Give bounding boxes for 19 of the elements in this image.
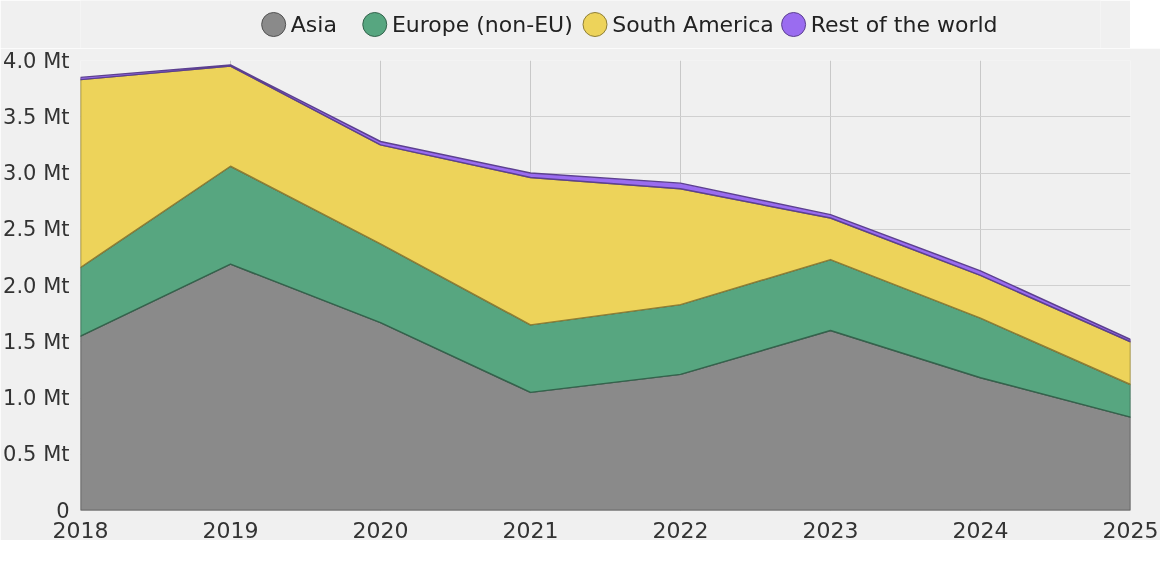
x-tick-label: 2019 [202, 517, 259, 543]
y-tick-label: 2.5 Mt [3, 217, 70, 242]
legend-label: Rest of the world [810, 12, 998, 37]
y-tick-label: 4.0 Mt [3, 48, 70, 73]
y-tick-label: 3.0 Mt [3, 161, 70, 185]
y-tick-label: 1.0 Mt [3, 386, 70, 410]
x-tick-label: 2025 [1102, 517, 1159, 543]
y-tick-label: 3.5 Mt [3, 104, 70, 129]
legend-label: South America [612, 12, 774, 37]
x-tick-label: 2022 [652, 517, 709, 543]
y-tick-label: 0.5 Mt [3, 442, 70, 467]
legend-label: Asia [290, 12, 337, 37]
y-tick-label: 1.5 Mt [3, 329, 70, 354]
x-tick-label: 2020 [352, 517, 409, 543]
legend-label: Europe (non-EU) [391, 12, 573, 37]
x-tick-label: 2021 [502, 517, 559, 543]
x-tick-label: 2024 [952, 517, 1009, 543]
x-tick-label: 2023 [802, 517, 859, 543]
y-tick-label: 2.0 Mt [3, 273, 70, 298]
